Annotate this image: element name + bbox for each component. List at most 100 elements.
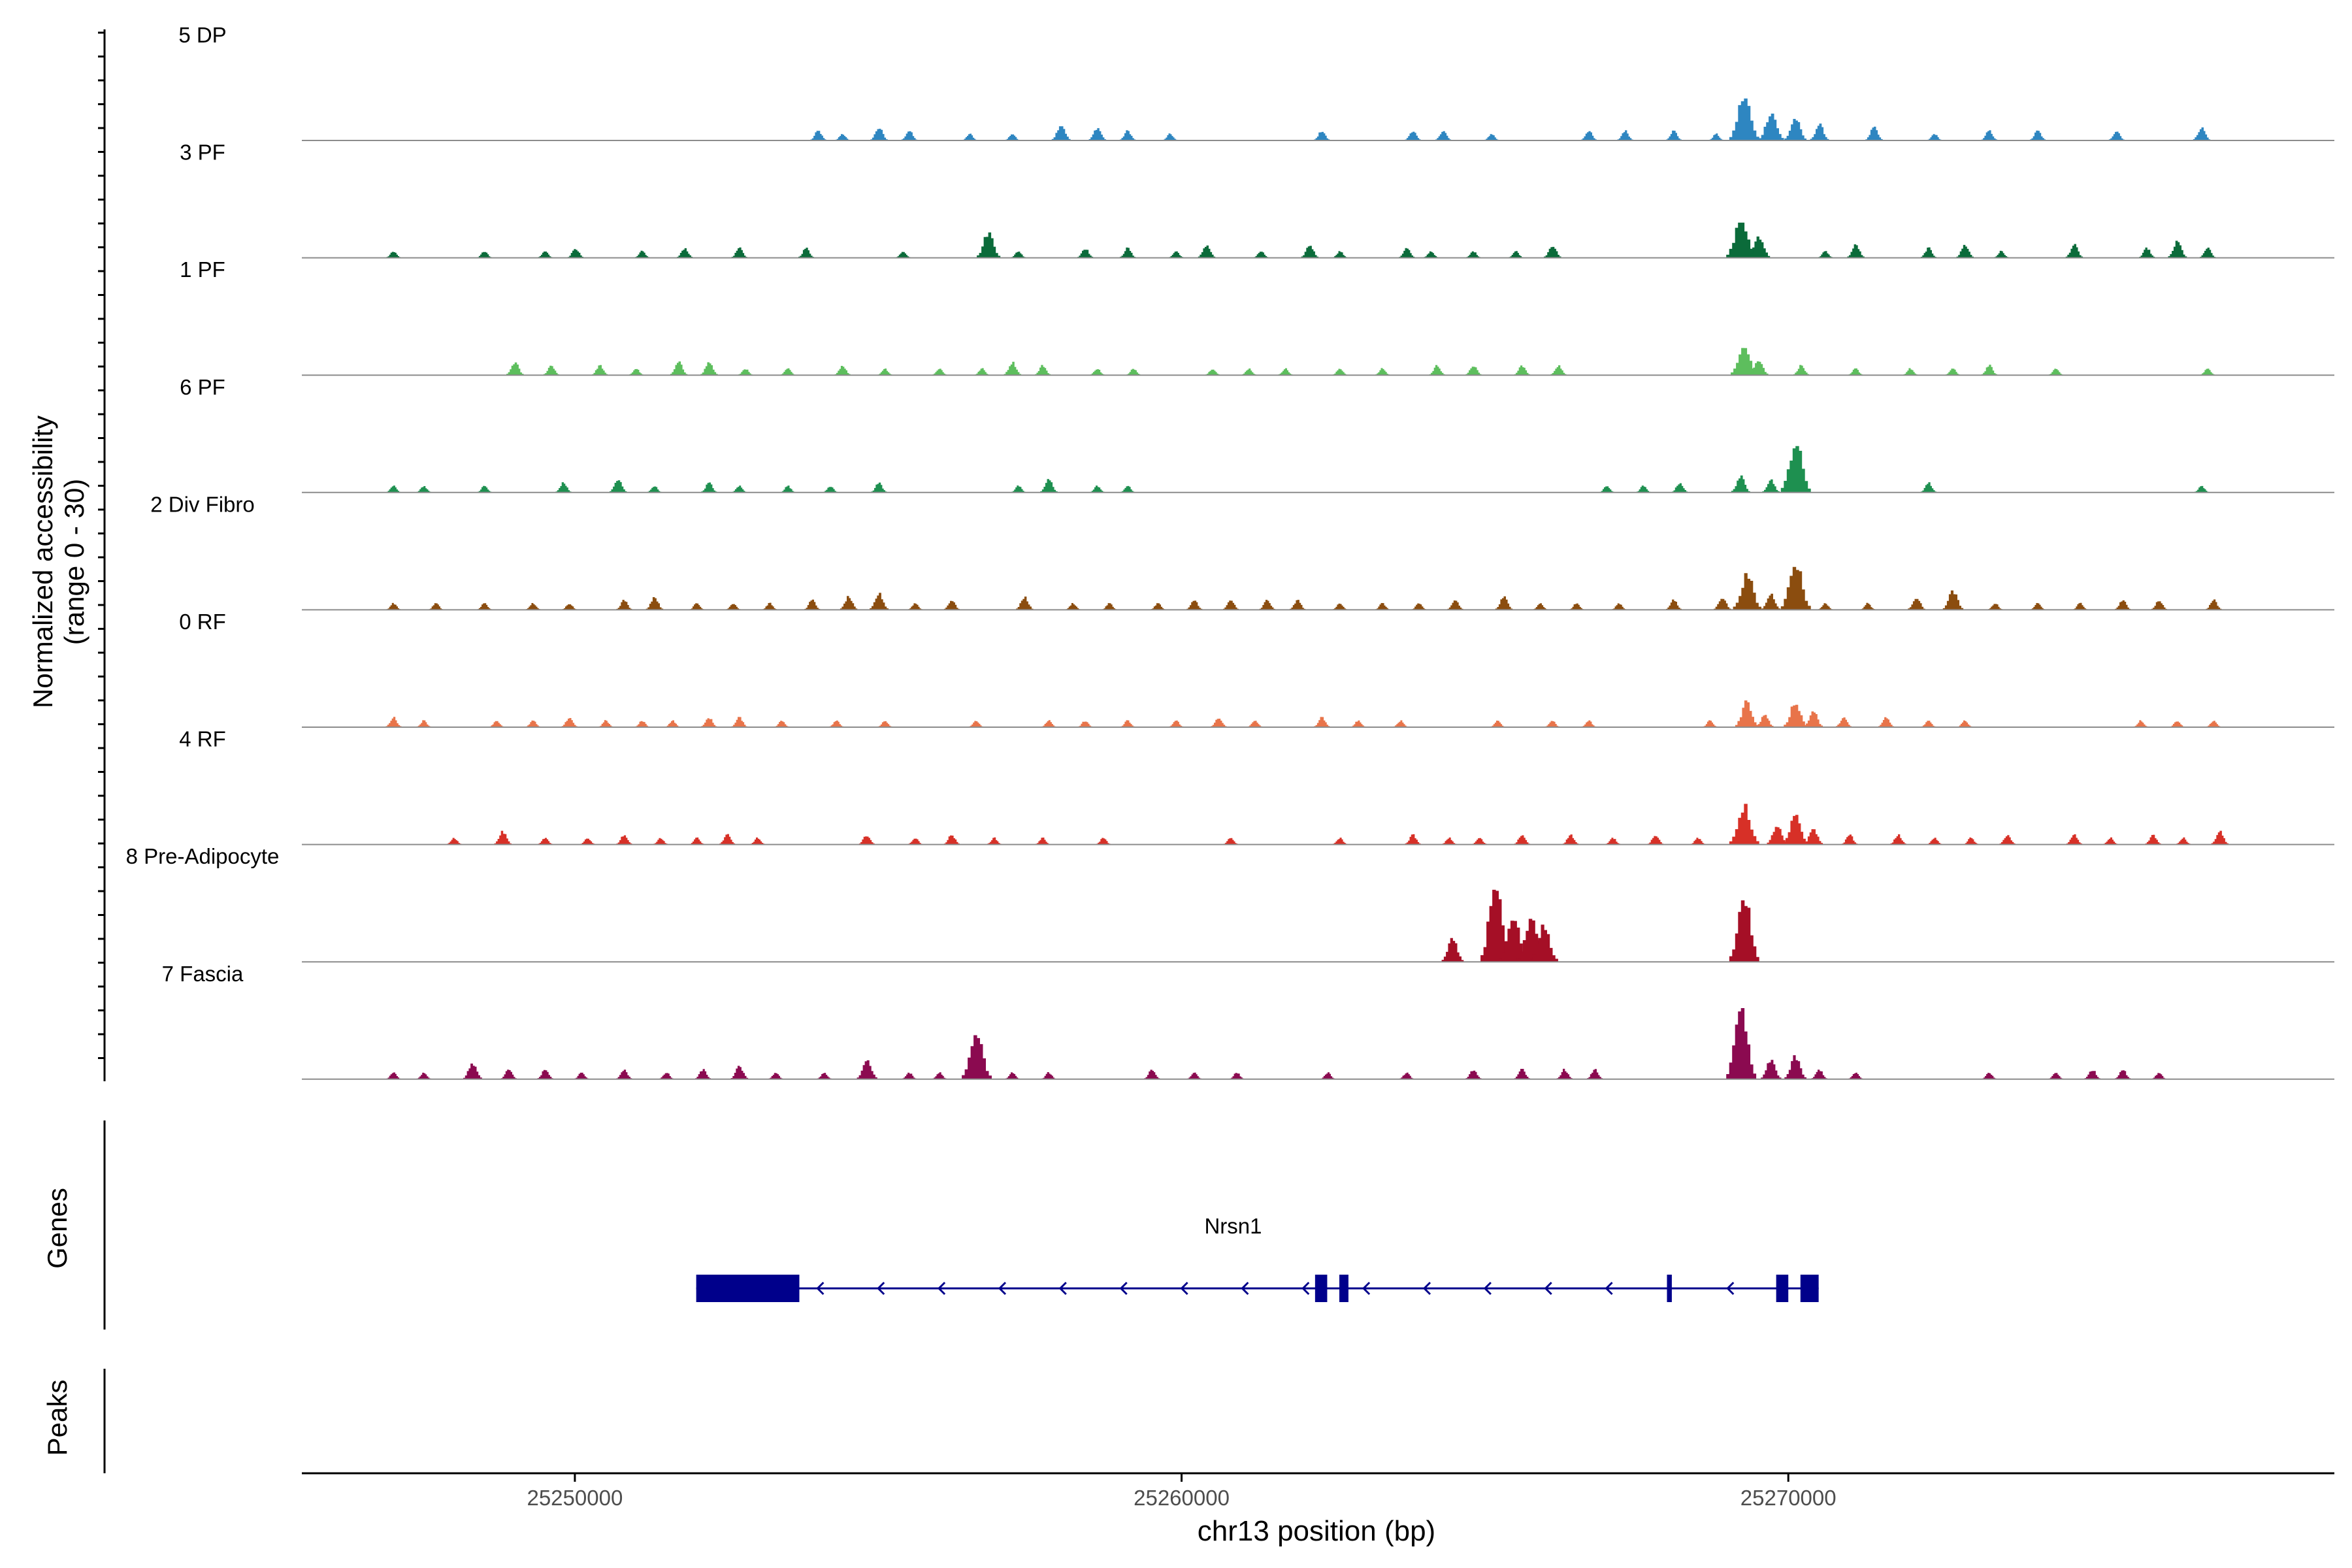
coverage-peak <box>730 1066 749 1080</box>
coverage-peak <box>2195 485 2209 493</box>
coverage-peak <box>1804 829 1823 845</box>
coverage-peak <box>1848 368 1863 376</box>
coverage-peak <box>987 837 1002 845</box>
coverage-peak <box>1254 252 1268 259</box>
coverage-peak <box>386 485 400 493</box>
coverage-peak <box>1375 368 1390 376</box>
coverage-peak <box>616 835 632 845</box>
coverage-peak <box>670 361 688 376</box>
coverage-peak <box>1581 131 1597 141</box>
coverage-peak <box>817 1073 832 1080</box>
coverage-peak <box>1908 598 1925 610</box>
coverage-peak <box>665 720 680 728</box>
strand-arrow <box>1544 1281 1552 1296</box>
coverage-peak <box>1333 368 1347 376</box>
y-axis <box>98 29 106 1473</box>
coverage-peak <box>829 720 843 728</box>
coverage-peak <box>1921 482 1936 493</box>
coverage-peak <box>1749 361 1769 376</box>
coverage-peak <box>1921 247 1936 259</box>
coverage-peak <box>1569 603 1584 610</box>
coverage-peak <box>1187 1072 1201 1080</box>
coverage-peak <box>2176 837 2191 845</box>
coverage-peak <box>1784 119 1806 141</box>
strand-arrow <box>937 1281 946 1296</box>
coverage-peak <box>1224 838 1238 845</box>
coverage-track: 2 Div Fibro <box>150 492 2334 611</box>
coverage-peak <box>1780 446 1811 493</box>
coverage-peak <box>1545 721 1560 728</box>
coverage-peak <box>1703 720 1718 728</box>
gene-exon <box>1315 1275 1328 1302</box>
coverage-peak <box>1533 603 1548 610</box>
strand-arrow <box>1422 1281 1431 1296</box>
coverage-peak <box>1836 717 1852 728</box>
coverage-peak <box>810 131 826 141</box>
coverage-peak <box>1731 475 1750 493</box>
coverage-peak <box>1999 835 2016 845</box>
gene-annotation-panel: Nrsn1 <box>696 1214 1819 1302</box>
coverage-peak <box>629 368 644 376</box>
coverage-track: 7 Fascia <box>162 962 2334 1080</box>
coverage-peak <box>1399 248 1415 259</box>
strand-arrow <box>877 1281 885 1296</box>
coverage-peak <box>1051 126 1071 141</box>
coverage-peak <box>1405 834 1421 845</box>
coverage-track: 6 PF <box>180 375 2334 493</box>
coverage-peak <box>695 1069 711 1080</box>
gene-name-label: Nrsn1 <box>1204 1214 1262 1238</box>
coverage-peak <box>1259 600 1275 610</box>
coverage-peak <box>1205 369 1220 376</box>
coverage-peak <box>1587 1069 1603 1080</box>
coverage-peak <box>896 252 911 259</box>
coverage-peak <box>932 368 947 376</box>
x-tick-label: 25250000 <box>527 1486 623 1510</box>
coverage-peak <box>1230 1073 1244 1080</box>
coverage-peak <box>1186 600 1203 610</box>
coverage-peak <box>1988 604 2002 610</box>
coverage-peak <box>1563 834 1578 845</box>
coverage-peak <box>526 603 540 610</box>
coverage-peak <box>902 1072 917 1080</box>
coverage-peak <box>835 134 850 141</box>
coverage-peak <box>1447 600 1463 610</box>
coverage-peak <box>1761 593 1781 610</box>
strand-arrow <box>816 1281 825 1296</box>
coverage-peak <box>1726 1008 1757 1080</box>
coverage-peak <box>429 603 443 610</box>
coverage-peak <box>1784 1055 1806 1080</box>
coverage-peak <box>2103 837 2118 845</box>
coverage-peak <box>1729 804 1759 845</box>
coverage-peak <box>561 718 578 728</box>
coverage-peak <box>1964 837 1978 845</box>
coverage-peak <box>1735 700 1759 728</box>
coverage-peak <box>1090 369 1105 376</box>
coverage-peak <box>943 835 960 845</box>
coverage-peak <box>385 717 402 728</box>
coverage-peak <box>659 1073 674 1080</box>
coverage-peak <box>526 720 540 728</box>
strand-arrow <box>998 1281 1007 1296</box>
strand-arrow <box>1058 1281 1067 1296</box>
coverage-peak <box>804 599 821 610</box>
coverage-peak <box>616 600 632 610</box>
genes-panel-label: Genes <box>42 1188 73 1269</box>
coverage-peak <box>701 718 717 728</box>
coverage-peak <box>574 1072 589 1080</box>
coverage-peak <box>1606 838 1620 845</box>
coverage-peak <box>1088 128 1106 141</box>
coverage-peak <box>932 1072 947 1080</box>
coverage-peak <box>1151 603 1166 610</box>
coverage-peak <box>750 837 765 845</box>
track-label: 5 DP <box>178 23 226 47</box>
coverage-peak <box>1484 134 1499 141</box>
gene-exon <box>1667 1275 1672 1302</box>
coverage-peak <box>719 834 736 845</box>
coverage-peak <box>1890 834 1906 845</box>
coverage-peak <box>2134 720 2148 728</box>
coverage-peak <box>538 838 553 845</box>
coverage-peak <box>463 1063 482 1080</box>
coverage-peak <box>870 593 889 610</box>
x-axis: 25250000 25260000 25270000 <box>302 1472 2334 1510</box>
